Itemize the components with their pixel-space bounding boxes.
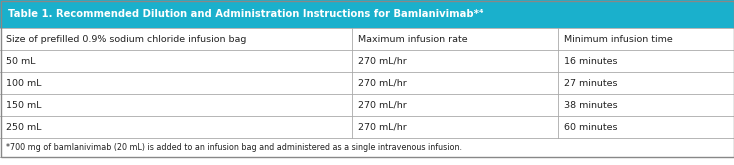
Text: Maximum infusion rate: Maximum infusion rate xyxy=(358,34,468,44)
Text: *700 mg of bamlanivimab (20 mL) is added to an infusion bag and administered as : *700 mg of bamlanivimab (20 mL) is added… xyxy=(6,143,462,152)
Text: Size of prefilled 0.9% sodium chloride infusion bag: Size of prefilled 0.9% sodium chloride i… xyxy=(6,34,247,44)
Bar xyxy=(0,116,734,138)
Bar xyxy=(0,28,734,50)
Text: 27 minutes: 27 minutes xyxy=(564,79,617,87)
Text: 150 mL: 150 mL xyxy=(6,100,42,110)
Text: 270 mL/hr: 270 mL/hr xyxy=(358,56,407,66)
Text: 60 minutes: 60 minutes xyxy=(564,122,617,132)
Text: 270 mL/hr: 270 mL/hr xyxy=(358,122,407,132)
Text: 16 minutes: 16 minutes xyxy=(564,56,617,66)
Text: 38 minutes: 38 minutes xyxy=(564,100,617,110)
Text: 270 mL/hr: 270 mL/hr xyxy=(358,79,407,87)
Text: 250 mL: 250 mL xyxy=(6,122,42,132)
Text: 100 mL: 100 mL xyxy=(6,79,42,87)
Bar xyxy=(0,0,734,28)
Text: Minimum infusion time: Minimum infusion time xyxy=(564,34,673,44)
Bar xyxy=(0,94,734,116)
Bar xyxy=(0,72,734,94)
Text: 50 mL: 50 mL xyxy=(6,56,35,66)
Bar xyxy=(0,50,734,72)
Bar xyxy=(0,138,734,157)
Text: Table 1. Recommended Dilution and Administration Instructions for Bamlanivimab*⁴: Table 1. Recommended Dilution and Admini… xyxy=(8,9,484,19)
Text: 270 mL/hr: 270 mL/hr xyxy=(358,100,407,110)
